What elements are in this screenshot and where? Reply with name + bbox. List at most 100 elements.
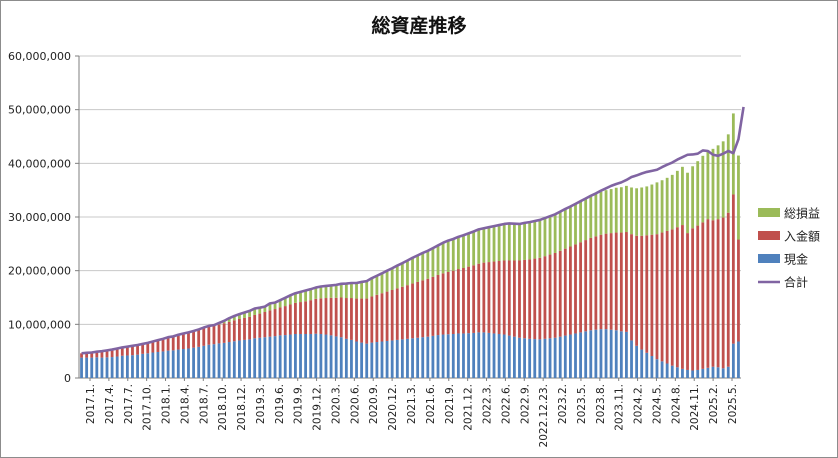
bar-segment [171,350,175,378]
bar-segment [548,338,552,378]
bar-segment [635,345,639,378]
bar-segment [696,225,700,370]
bar-segment [431,276,435,336]
bar-segment [227,321,231,343]
bar-segment [171,336,175,351]
bar-segment [711,220,715,367]
bar-segment [339,283,343,298]
bar-segment [258,337,262,378]
bar-segment [604,190,608,234]
bar-segment [691,166,695,229]
bar-segment [365,298,369,344]
bar-segment [390,268,394,290]
bar-segment [426,250,430,279]
bar-segment [441,334,445,378]
bar-segment [614,232,618,331]
bar-segment [533,258,537,340]
bar-segment [176,349,180,378]
bar-segment [737,239,740,342]
bar-segment [253,338,257,378]
bar-segment [726,212,730,367]
bar-segment [294,302,297,334]
bar-segment [579,242,582,333]
bar-segment [523,259,526,339]
bar-segment [569,206,572,247]
bar-segment [85,357,89,378]
bar-segment [599,234,603,330]
bar-segment [375,294,379,343]
bar-segment [726,366,730,378]
bar-segment [263,337,267,378]
bar-segment [380,341,384,378]
bar-segment [227,318,231,322]
bar-segment [640,235,644,350]
bar-segment [584,198,588,241]
bar-segment [355,298,358,342]
bar-segment [105,350,109,358]
bar-segment [579,332,582,378]
legend-swatch [758,231,780,240]
bar-segment [696,369,700,378]
x-tick-label: 2024.11. [689,384,701,431]
bar-segment [711,366,715,378]
bar-segment [451,333,455,378]
bar-segment [645,186,649,236]
bar-segment [650,184,654,235]
bar-segment [558,211,562,251]
bar-segment [334,336,338,378]
bar-segment [278,300,282,308]
bar-segment [416,281,420,338]
bar-segment [156,340,160,352]
bar-segment [574,203,577,245]
x-tick-label: 2019.12. [312,384,324,431]
bar-segment [370,342,374,378]
bar-segment [655,359,659,378]
bar-segment [344,298,348,339]
x-tick-label: 2022.9. [519,384,531,424]
bar-segment [365,343,369,378]
bar-segment [721,368,725,378]
bar-segment [283,297,287,307]
bar-segment [360,281,364,299]
bar-segment [385,291,389,341]
bar-segment [207,325,211,345]
bar-segment [273,309,277,337]
bar-segment [594,236,598,330]
bar-segment [553,252,557,338]
bar-segment [411,338,414,378]
bar-segment [319,286,323,299]
bar-segment [675,170,679,228]
bar-segment [238,340,241,378]
bar-segment [166,350,170,378]
bar-segment [344,283,348,299]
bar-segment [314,287,318,299]
bar-segment [589,195,593,238]
bar-segment [660,180,664,233]
x-tick-label: 2017.1. [85,384,97,424]
bar-segment [350,298,353,340]
bar-segment [222,342,226,378]
bar-segment [314,298,318,334]
legend-label: 入金額 [784,229,820,244]
bar-segment [512,223,516,261]
bar-segment [339,297,343,338]
bar-segment [385,340,389,378]
x-tick-label: 2025.5. [727,384,739,424]
bar-segment [294,333,297,378]
bar-segment [90,357,94,378]
bar-segment [660,361,664,378]
bar-segment [686,369,689,378]
x-tick-label: 2019.3. [255,384,267,424]
y-tick-label: 50,000,000 [8,104,71,117]
bar-segment [686,172,689,234]
bar-segment [563,335,567,378]
legend-label: 合計 [784,275,808,290]
y-tick-label: 30,000,000 [8,211,71,224]
bar-segment [283,306,287,336]
bar-segment [731,194,735,344]
bar-segment [681,368,684,378]
bar-segment [462,235,465,268]
bar-segment [385,270,389,292]
bar-segment [380,293,384,342]
bar-segment [355,341,358,378]
